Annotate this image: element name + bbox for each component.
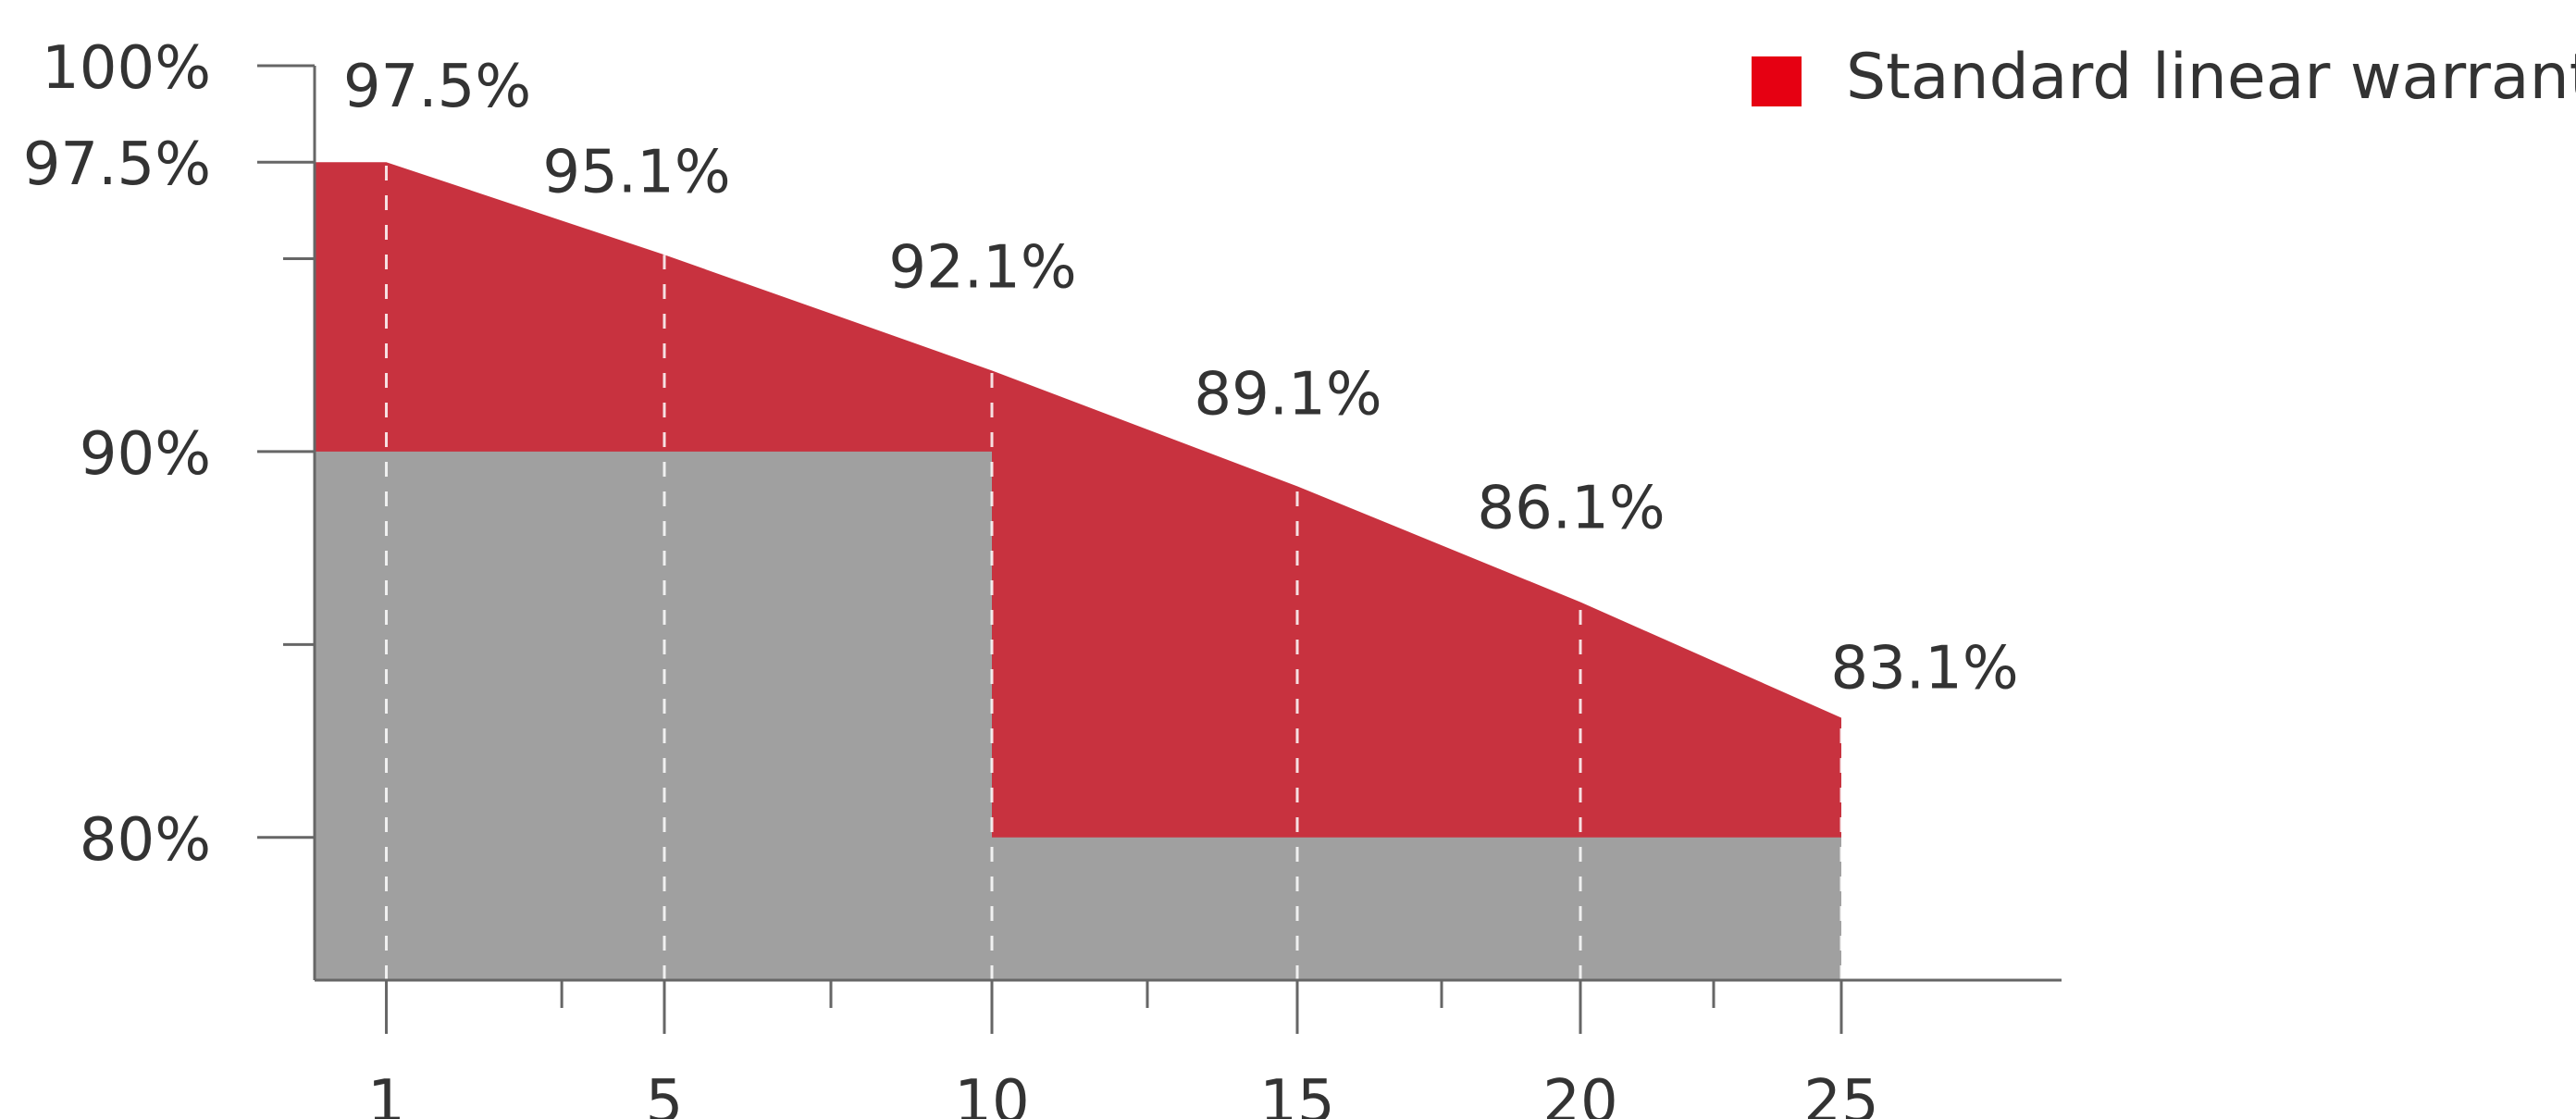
legend: Standard linear warranty [1752,41,2576,114]
data-label: 92.1% [888,233,1076,302]
y-tick-label: 97.5% [23,131,211,199]
data-label: 86.1% [1477,474,1665,542]
x-tick-label: 5 [646,1068,684,1119]
data-labels: 97.5%95.1% 92.1% 89.1% 86.1% 83.1% [343,53,2019,702]
x-tick-label: 1 [367,1068,405,1119]
legend-swatch [1752,56,1802,106]
x-tick-label: 10 [954,1068,1029,1119]
year-guide-lines [385,162,1843,980]
x-tick-label: 20 [1542,1068,1617,1119]
data-label: 95.1% [542,138,730,206]
x-tick-label: 15 [1259,1068,1334,1119]
data-label: 89.1% [1194,360,1381,429]
x-tick-label: 25 [1803,1068,1878,1119]
y-tick-label: 90% [80,420,211,489]
y-tick-label: 80% [80,806,211,875]
axes: 100%97.5%90%80%1 5 10 15 20 25 [23,34,2062,1119]
area-layer [315,162,1841,980]
data-label: 83.1% [1830,635,2018,703]
y-tick-label: 100% [42,34,211,103]
step-area [315,451,1841,980]
data-label: 97.5% [343,53,531,121]
legend-label: Standard linear warranty [1846,41,2576,114]
